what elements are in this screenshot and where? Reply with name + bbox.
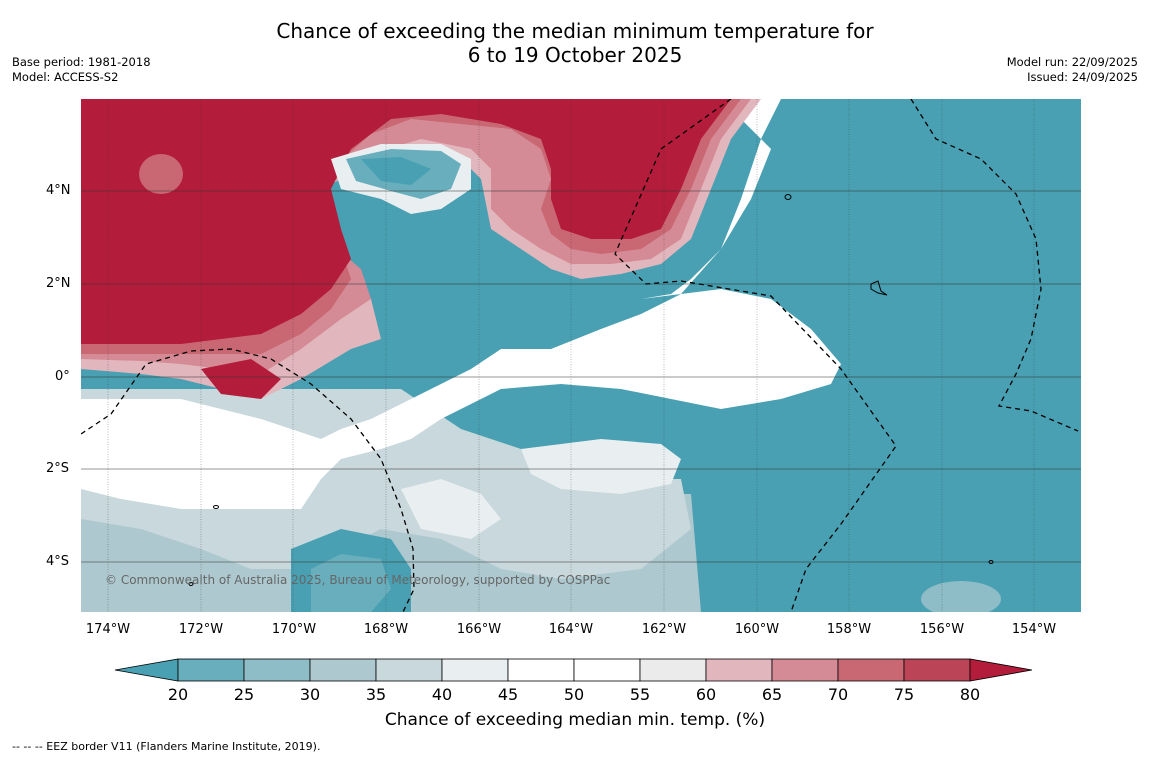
- lat-label-4n: 4°N: [46, 183, 71, 198]
- region-white-patch-s: [401, 479, 501, 539]
- region-red-core-nw: [81, 99, 731, 344]
- colorbar-cell: [177, 658, 245, 682]
- graticule-lat: [81, 190, 1081, 563]
- region-white-equator: [81, 289, 841, 509]
- colorbar-cell: [309, 658, 377, 682]
- lat-label-2s: 2°S: [46, 461, 70, 476]
- region-light-blob-se: [921, 581, 1001, 612]
- meta-left: Base period: 1981-2018 Model: ACCESS-S2: [12, 55, 151, 85]
- lon-label-164w: 164°W: [548, 622, 594, 637]
- colorbar-cell: [573, 658, 641, 682]
- colorbar-cell: [837, 658, 905, 682]
- island-1: [784, 194, 792, 200]
- colorbar-tick-label: 35: [365, 685, 387, 704]
- lat-label-0: 0°: [55, 369, 70, 384]
- lon-label-160w: 160°W: [734, 622, 780, 637]
- issued-date: Issued: 24/09/2025: [1027, 70, 1138, 84]
- colorbar-tick-label: 75: [893, 685, 915, 704]
- region-mid-teal-sw: [311, 554, 391, 612]
- colorbar-cell: [507, 658, 575, 682]
- island-5: [988, 560, 994, 564]
- base-period: Base period: 1981-2018: [12, 55, 151, 69]
- colorbar-tick-label: 25: [233, 685, 255, 704]
- colorbar-cell: [375, 658, 443, 682]
- colorbar-cell: [771, 658, 839, 682]
- lon-label-172w: 172°W: [178, 622, 224, 637]
- colorbar-tick-label: 50: [563, 685, 585, 704]
- copyright-notice: © Commonwealth of Australia 2025, Bureau…: [105, 573, 611, 587]
- islands: [188, 194, 994, 586]
- colorbar-label: Chance of exceeding median min. temp. (%…: [384, 710, 766, 730]
- eez-border-west: [81, 348, 415, 612]
- colorbar-tick-label: 70: [827, 685, 849, 704]
- lon-label-166w: 166°W: [456, 622, 502, 637]
- region-red-equator-w: [201, 359, 281, 399]
- colorbar-cell: [705, 658, 773, 682]
- map-canvas: [81, 99, 1081, 612]
- island-2: [870, 280, 888, 296]
- lat-label-2n: 2°N: [46, 276, 71, 291]
- lon-label-162w: 162°W: [641, 622, 687, 637]
- colorbar: [114, 658, 1033, 682]
- lon-label-168w: 168°W: [363, 622, 409, 637]
- region-pink-blob-w: [139, 154, 183, 194]
- model-name: Model: ACCESS-S2: [12, 70, 119, 84]
- lon-label-154w: 154°W: [1011, 622, 1057, 637]
- colorbar-tick-label: 55: [629, 685, 651, 704]
- lon-label-156w: 156°W: [919, 622, 965, 637]
- colorbar-extend-low: [114, 658, 179, 682]
- colorbar-tick-label: 80: [959, 685, 981, 704]
- colorbar-extend-high: [969, 658, 1033, 682]
- lon-label-174w: 174°W: [85, 622, 131, 637]
- title-line-1: Chance of exceeding the median minimum t…: [276, 19, 874, 43]
- model-run: Model run: 22/09/2025: [1006, 55, 1138, 69]
- island-3: [213, 505, 219, 509]
- island-4: [188, 582, 194, 586]
- graticule: [107, 99, 1035, 612]
- title-line-2: 6 to 19 October 2025: [467, 43, 683, 67]
- eez-border-center: [614, 99, 897, 612]
- eez-footnote: -- -- -- EEZ border V11 (Flanders Marine…: [12, 740, 321, 753]
- colorbar-cell: [243, 658, 311, 682]
- colorbar-tick-label: 40: [431, 685, 453, 704]
- eez-borders: [81, 99, 1079, 612]
- eez-border-east: [910, 99, 1079, 432]
- colorbar-cell: [639, 658, 707, 682]
- lat-label-4s: 4°S: [46, 554, 70, 569]
- colorbar-tick-label: 20: [167, 685, 189, 704]
- region-white-ne-edge: [641, 99, 781, 299]
- meta-right: Model run: 22/09/2025 Issued: 24/09/2025: [1007, 55, 1138, 85]
- forecast-map: [81, 99, 1081, 612]
- colorbar-tick-label: 60: [695, 685, 717, 704]
- colorbar-tick-label: 65: [761, 685, 783, 704]
- colorbar-tick-label: 30: [299, 685, 321, 704]
- region-pocket-teal: [361, 157, 431, 185]
- colorbar-cell: [441, 658, 509, 682]
- lon-label-170w: 170°W: [271, 622, 317, 637]
- lon-label-158w: 158°W: [826, 622, 872, 637]
- colorbar-cell: [903, 658, 971, 682]
- region-light-patch-s: [521, 439, 681, 494]
- colorbar-tick-label: 45: [497, 685, 519, 704]
- map-title: Chance of exceeding the median minimum t…: [0, 19, 1150, 67]
